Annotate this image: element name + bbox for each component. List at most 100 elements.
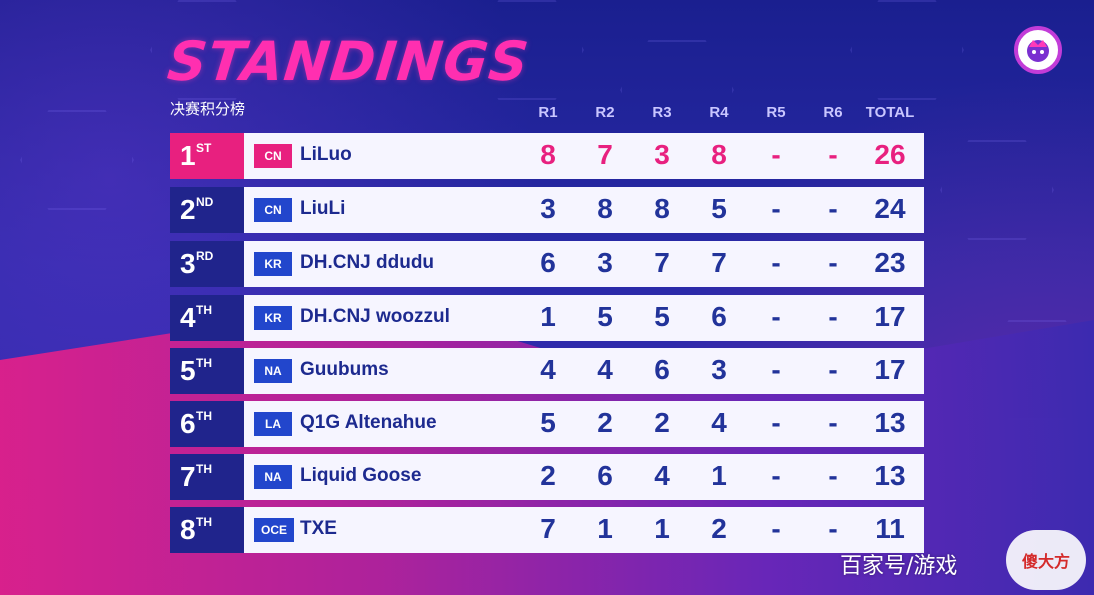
rank-cell: 7 TH: [170, 454, 244, 500]
standings-row: 5 TH NA Guubums 4 4 6 3 - - 17: [170, 348, 924, 394]
score-r1: 7: [540, 513, 556, 544]
score-r4: 4: [711, 407, 727, 438]
score-r3: 5: [654, 301, 670, 332]
hex-decoration: [150, 0, 264, 100]
rank-cell: 6 TH: [170, 401, 244, 447]
column-header-r5: R5: [766, 104, 786, 121]
score-r4: 8: [711, 139, 727, 170]
hex-decoration: [850, 0, 964, 100]
region-badge: CN: [254, 198, 292, 222]
standings-row: 8 TH OCE TXE 7 1 1 2 - - 11: [170, 507, 924, 553]
rank-cell: 2 ND: [170, 187, 244, 233]
score-r6: -: [828, 247, 838, 278]
score-r5: -: [771, 139, 781, 170]
score-total: 11: [875, 513, 905, 544]
watermark-logo: 傻大方: [1006, 530, 1086, 590]
score-r2: 7: [597, 139, 613, 170]
score-r2: 5: [597, 301, 613, 332]
score-r6: -: [828, 513, 838, 544]
region-badge: KR: [254, 252, 292, 276]
score-r3: 7: [654, 247, 670, 278]
score-r6: -: [828, 193, 838, 224]
score-r4: 2: [711, 513, 727, 544]
page-title: STANDINGS: [164, 30, 533, 93]
score-r1: 6: [540, 247, 556, 278]
page-subtitle: 决赛积分榜: [170, 100, 246, 118]
score-r5: -: [771, 354, 781, 385]
score-r1: 3: [540, 193, 556, 224]
score-r6: -: [828, 407, 838, 438]
standings-row: 4 TH KR DH.CNJ woozzul 1 5 5 6 - - 17: [170, 295, 924, 341]
rank-cell: 8 TH: [170, 507, 244, 553]
column-header-total: TOTAL: [865, 104, 915, 121]
standings-row: 3 RD KR DH.CNJ ddudu 6 3 7 7 - - 23: [170, 241, 924, 287]
score-r5: -: [771, 513, 781, 544]
player-name: DH.CNJ woozzul: [300, 306, 450, 327]
score-total: 13: [874, 460, 906, 491]
score-total: 13: [874, 407, 906, 438]
score-total: 17: [874, 354, 906, 385]
region-badge: LA: [254, 412, 292, 436]
score-r4: 3: [711, 354, 727, 385]
player-name: DH.CNJ ddudu: [300, 252, 435, 273]
standings-row: 2 ND CN LiuLi 3 8 8 5 - - 24: [170, 187, 924, 233]
score-total: 24: [874, 193, 906, 224]
rank-cell: 3 RD: [170, 241, 244, 287]
player-name: LiLuo: [300, 144, 352, 165]
region-badge: KR: [254, 306, 292, 330]
score-r5: -: [771, 193, 781, 224]
score-r2: 2: [597, 407, 613, 438]
player-name: TXE: [300, 518, 337, 539]
score-r3: 8: [654, 193, 670, 224]
score-r4: 6: [711, 301, 727, 332]
column-header-r3: R3: [652, 104, 672, 121]
hex-decoration: [470, 0, 584, 100]
watermark-text: 百家号/游戏: [840, 554, 958, 579]
score-total: 17: [874, 301, 906, 332]
score-r6: -: [828, 139, 838, 170]
crown-logo-icon: [1014, 26, 1062, 74]
column-header-r1: R1: [538, 104, 558, 121]
score-r1: 1: [540, 301, 556, 332]
score-r6: -: [828, 354, 838, 385]
score-r1: 4: [540, 354, 556, 385]
score-r1: 8: [540, 139, 556, 170]
player-name: Q1G Altenahue: [300, 412, 437, 433]
player-name: LiuLi: [300, 198, 346, 219]
score-r3: 3: [654, 139, 670, 170]
rank-cell: 4 TH: [170, 295, 244, 341]
score-r2: 4: [597, 354, 613, 385]
standings-row: 7 TH NA Liquid Goose 2 6 4 1 - - 13: [170, 454, 924, 500]
score-r2: 8: [597, 193, 613, 224]
standings-row: 6 TH LA Q1G Altenahue 5 2 2 4 - - 13: [170, 401, 924, 447]
score-r3: 1: [654, 513, 670, 544]
region-badge: CN: [254, 144, 292, 168]
score-r3: 4: [654, 460, 670, 491]
score-r5: -: [771, 301, 781, 332]
score-r2: 6: [597, 460, 613, 491]
score-r3: 2: [654, 407, 670, 438]
column-header-r2: R2: [595, 104, 615, 121]
hex-decoration: [20, 110, 134, 210]
region-badge: NA: [254, 465, 292, 489]
rank-cell: 5 TH: [170, 348, 244, 394]
standings-row: 1 ST CN LiLuo 8 7 3 8 - - 26: [170, 133, 924, 179]
score-r1: 5: [540, 407, 556, 438]
score-r6: -: [828, 460, 838, 491]
score-r1: 2: [540, 460, 556, 491]
score-r3: 6: [654, 354, 670, 385]
hex-decoration: [940, 140, 1054, 240]
score-r4: 1: [711, 460, 727, 491]
score-total: 23: [874, 247, 906, 278]
column-header-r6: R6: [823, 104, 843, 121]
score-r5: -: [771, 407, 781, 438]
score-total: 26: [874, 139, 906, 170]
score-r2: 1: [597, 513, 613, 544]
region-badge: NA: [254, 359, 292, 383]
player-name: Liquid Goose: [300, 465, 422, 486]
score-r5: -: [771, 247, 781, 278]
score-r4: 5: [711, 193, 727, 224]
player-name: Guubums: [300, 359, 389, 380]
region-badge: OCE: [254, 518, 294, 542]
column-header-r4: R4: [709, 104, 729, 121]
